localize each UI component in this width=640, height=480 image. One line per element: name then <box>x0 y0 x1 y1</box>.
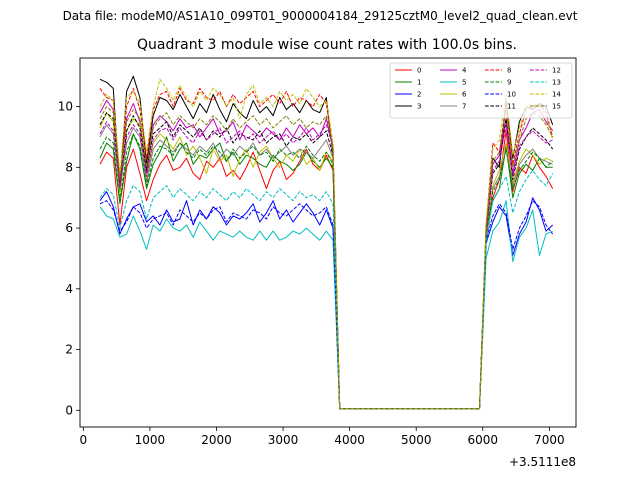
x-tick-label: 1000 <box>135 433 166 447</box>
series-line-12 <box>99 121 553 410</box>
legend-label-4: 4 <box>462 67 467 75</box>
legend-label-1: 1 <box>417 79 421 87</box>
plot-background <box>80 58 576 427</box>
series-line-15 <box>99 106 554 410</box>
legend-label-12: 12 <box>552 67 561 75</box>
series-layer <box>99 75 554 410</box>
legend-label-9: 9 <box>507 79 511 87</box>
legend-label-10: 10 <box>507 91 516 99</box>
x-tick-label: 7000 <box>534 433 565 447</box>
y-tick-label: 8 <box>65 160 73 174</box>
suptitle: Data file: modeM0/AS1A10_099T01_90000041… <box>63 9 578 23</box>
y-axis: 0 2 4 6 8 10 <box>58 100 80 417</box>
x-axis: 0 1000 2000 3000 4000 5000 6000 7000 <box>80 427 565 447</box>
y-tick-label: 0 <box>65 403 73 417</box>
x-tick-label: 6000 <box>468 433 499 447</box>
x-tick-label: 3000 <box>268 433 299 447</box>
x-tick-label: 2000 <box>201 433 232 447</box>
legend-label-3: 3 <box>417 103 421 111</box>
y-tick-label: 2 <box>65 343 73 357</box>
legend-label-7: 7 <box>462 103 466 111</box>
chart-title: Quadrant 3 module wise count rates with … <box>137 37 517 53</box>
legend-label-13: 13 <box>552 79 561 87</box>
x-tick-label: 4000 <box>334 433 365 447</box>
legend-label-6: 6 <box>462 91 467 99</box>
y-tick-label: 10 <box>58 100 73 114</box>
series-line-13 <box>99 169 554 410</box>
legend-label-11: 11 <box>507 103 516 111</box>
x-tick-label: 0 <box>80 433 88 447</box>
y-tick-label: 6 <box>65 221 73 235</box>
legend-frame <box>389 62 573 119</box>
plot-frame <box>79 57 577 428</box>
legend-label-5: 5 <box>462 79 466 87</box>
y-tick-label: 4 <box>65 282 73 296</box>
legend-label-15: 15 <box>552 103 561 111</box>
legend-label-2: 2 <box>417 91 421 99</box>
legend-label-14: 14 <box>552 91 561 99</box>
x-offset-label: +3.5111e8 <box>509 455 576 469</box>
legend-label-8: 8 <box>507 67 511 75</box>
x-tick-label: 5000 <box>401 433 432 447</box>
legend-label-0: 0 <box>417 67 421 75</box>
